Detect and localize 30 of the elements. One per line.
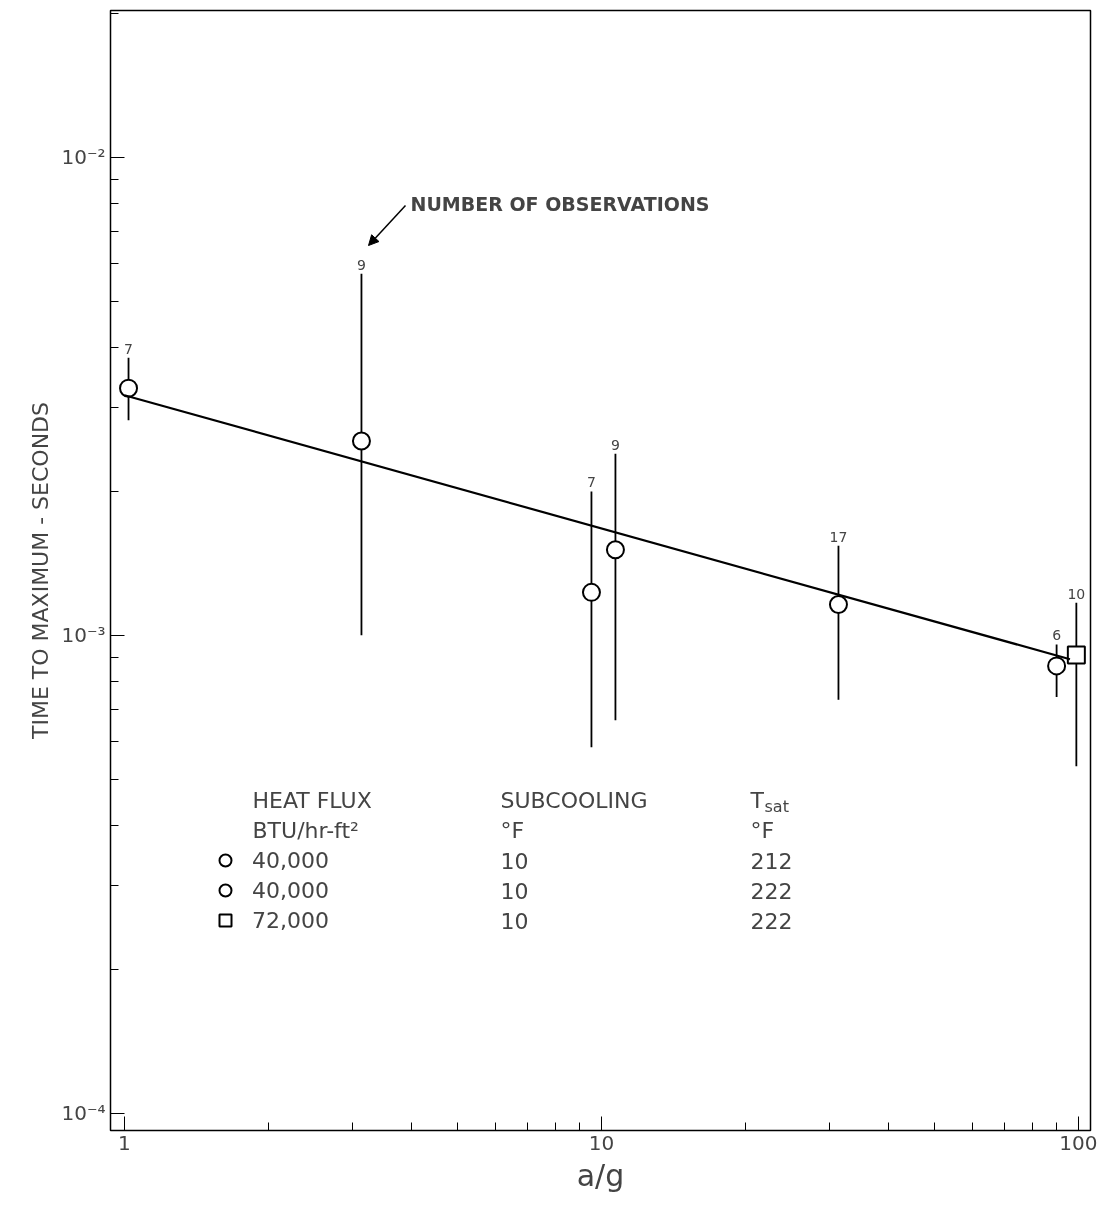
- legend-label: 40,000: [252, 876, 329, 905]
- legend-label: 72,000: [252, 906, 329, 935]
- y-axis-title: TIME TO MAXIMUM - SECONDS: [28, 401, 54, 741]
- annotation: BTU/hr-ft²: [252, 818, 359, 843]
- x-tick-label: 1: [118, 1130, 131, 1155]
- annotation: 10: [500, 878, 529, 904]
- annotation: HEAT FLUX: [252, 788, 372, 813]
- annotation: °F: [750, 818, 775, 843]
- annotation: 10: [500, 848, 529, 874]
- annotation: 9: [357, 256, 366, 273]
- annotation: 10: [1067, 585, 1086, 602]
- annotation: °F: [500, 818, 525, 843]
- annotation: 212: [750, 848, 793, 874]
- legend-label: 40,000: [252, 846, 329, 875]
- x-tick-label: 100: [1059, 1130, 1098, 1155]
- x-axis-title: a/g: [576, 1157, 625, 1193]
- annotation: SUBCOOLING: [500, 788, 648, 813]
- annotation: NUMBER OF OBSERVATIONS: [410, 192, 710, 215]
- annotation: 222: [750, 878, 793, 904]
- annotation: 7: [587, 474, 596, 491]
- x-tick-label: 10: [588, 1130, 615, 1155]
- annotation: 9: [610, 436, 620, 453]
- y-tick-label: 10⁻³: [61, 623, 106, 648]
- annotation: 222: [750, 908, 793, 934]
- y-tick-label: 10⁻²: [61, 145, 106, 170]
- y-tick-label: 10⁻⁴: [61, 1101, 106, 1126]
- annotation: 7: [124, 340, 133, 357]
- annotation: 6: [1052, 627, 1062, 644]
- annotation: 10: [500, 908, 529, 934]
- annotation: 17: [829, 528, 848, 545]
